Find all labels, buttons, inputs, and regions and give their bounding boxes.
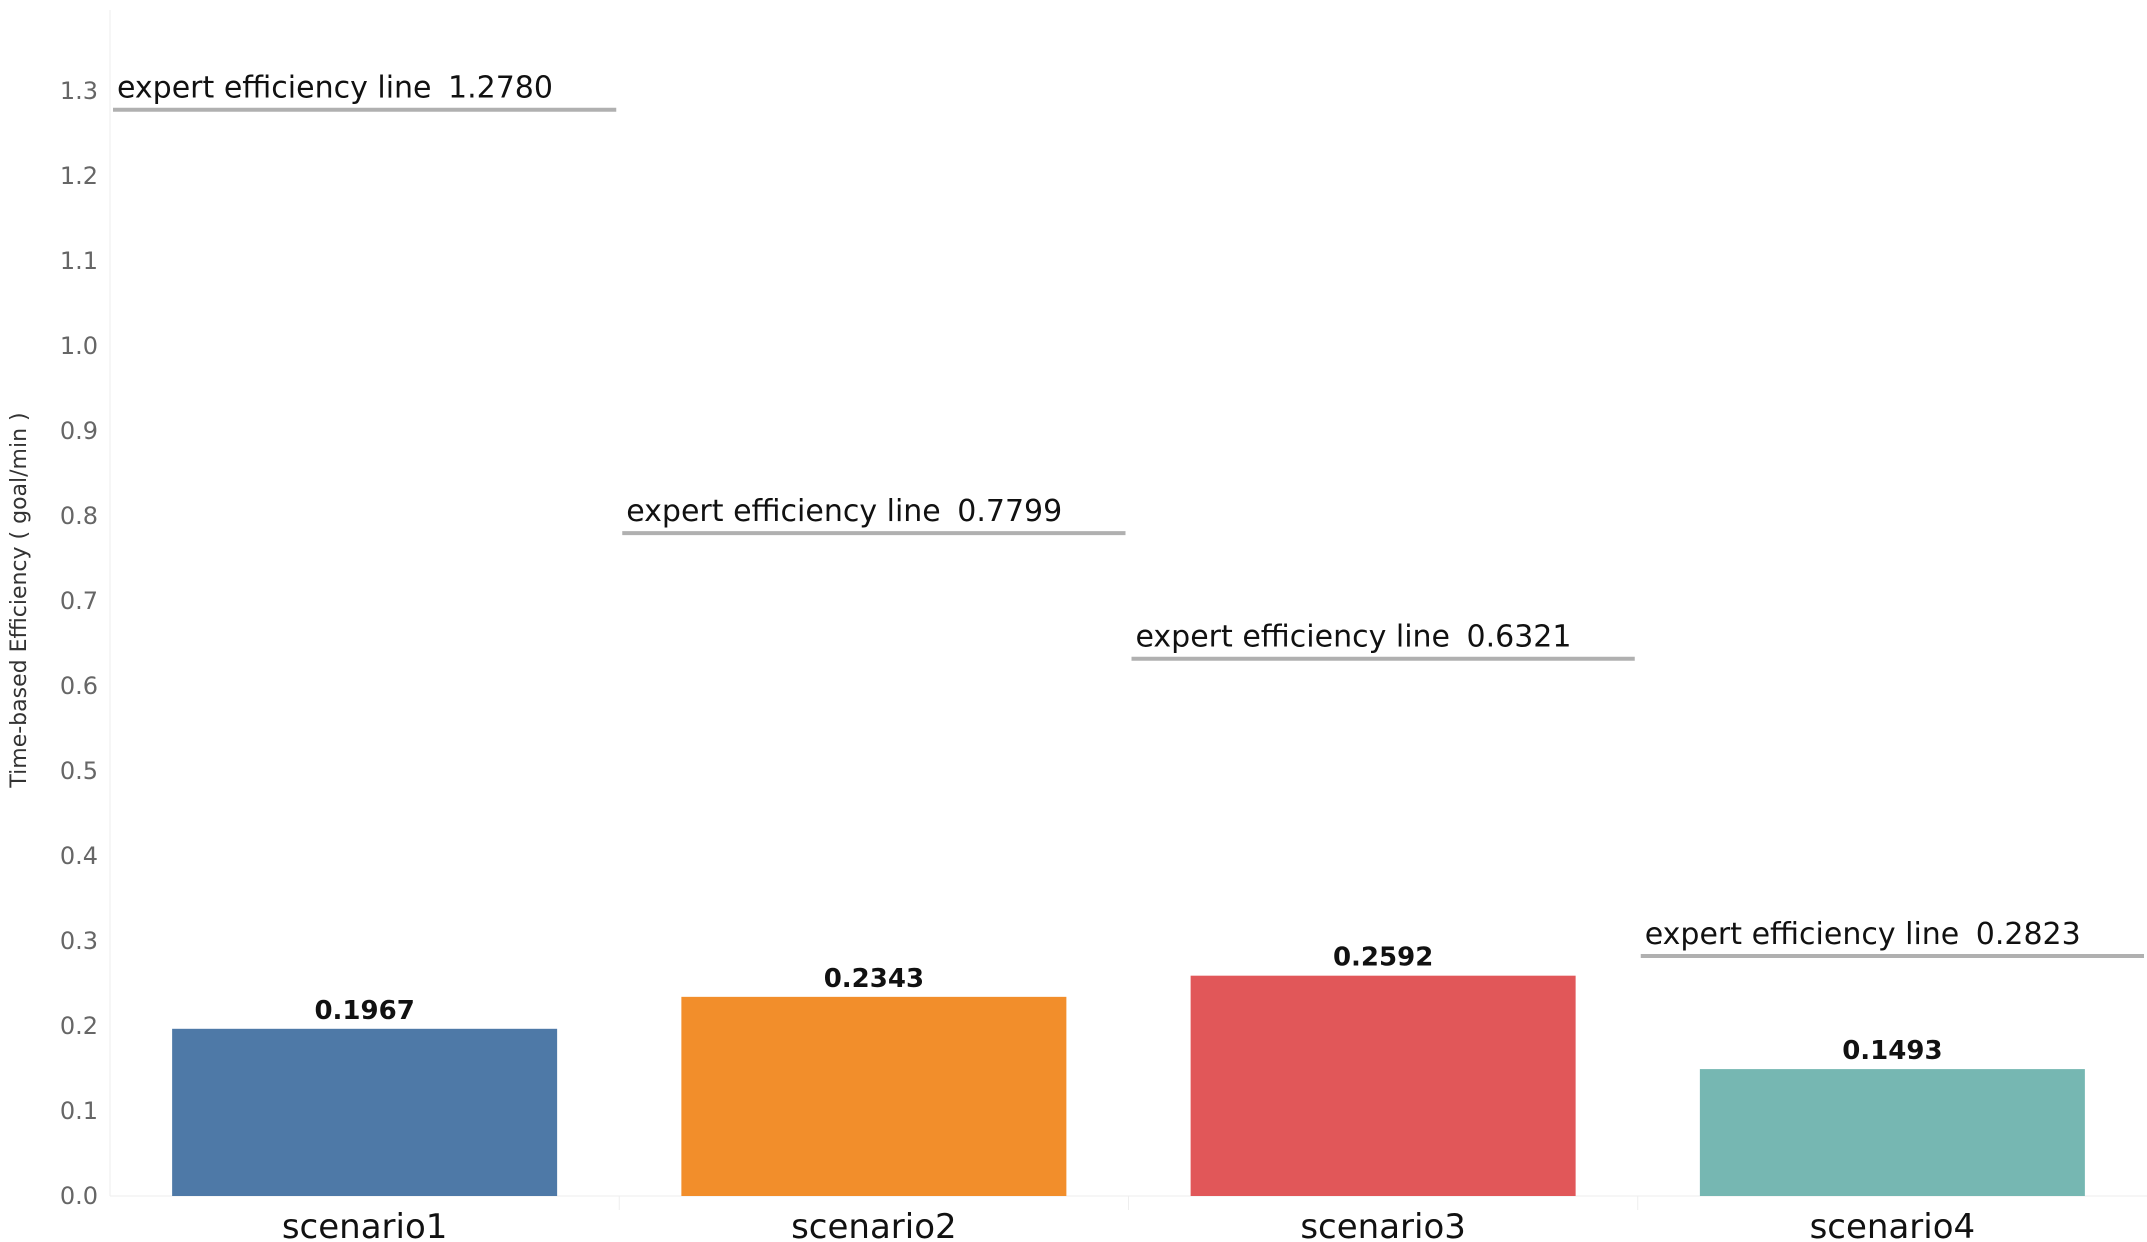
y-axis: 0.0 0.1 0.2 0.3 0.4 0.5 0.6 0.7 0.8 0.9 1.0 1.1 1.2 1… bbox=[60, 10, 111, 1210]
reference-line-label: expert efficiency line bbox=[1645, 917, 1960, 952]
y-tick-label: 0.2 bbox=[60, 1012, 98, 1040]
y-tick-label: 0.9 bbox=[60, 417, 98, 445]
bar-value-label: 0.2343 bbox=[824, 964, 924, 994]
bar-scenario3 bbox=[1190, 975, 1576, 1196]
reference-line-value: 1.2780 bbox=[448, 71, 553, 106]
y-tick-label: 0.8 bbox=[60, 502, 98, 530]
reference-line-label: expert efficiency line bbox=[626, 494, 941, 529]
bar-value-label: 0.2592 bbox=[1333, 943, 1433, 973]
bar-scenario2 bbox=[681, 996, 1067, 1196]
x-axis: scenario1 scenario2 scenario3 scenario4 bbox=[110, 1195, 2147, 1242]
bars: 0.1967 0.2343 0.2592 0.1493 bbox=[172, 943, 2085, 1196]
reference-lines: expert efficiency line 1.2780 expert effic… bbox=[113, 71, 2144, 959]
y-tick-label: 1.1 bbox=[60, 247, 98, 275]
reference-line-value: 0.2823 bbox=[1976, 917, 2081, 952]
y-tick-label: 0.1 bbox=[60, 1097, 98, 1125]
y-tick-label: 1.2 bbox=[60, 162, 98, 190]
y-tick-label: 0.0 bbox=[60, 1182, 98, 1210]
category-label: scenario1 bbox=[282, 1207, 448, 1242]
y-tick-label: 0.3 bbox=[60, 927, 98, 955]
y-tick-label: 1.0 bbox=[60, 332, 98, 360]
y-tick-label: 1.3 bbox=[60, 77, 98, 105]
reference-line-value: 0.6321 bbox=[1467, 620, 1572, 655]
y-tick-label: 0.4 bbox=[60, 842, 98, 870]
reference-line-label: expert efficiency line bbox=[1136, 620, 1451, 655]
reference-line-label: expert efficiency line bbox=[117, 71, 432, 106]
category-label: scenario3 bbox=[1300, 1207, 1466, 1242]
bar-scenario4 bbox=[1699, 1069, 2085, 1196]
y-axis-title: Time-based Efficiency ( goal/min ) bbox=[7, 412, 32, 788]
y-tick-label: 0.5 bbox=[60, 757, 98, 785]
category-label: scenario4 bbox=[1810, 1207, 1976, 1242]
bar-value-label: 0.1493 bbox=[1842, 1036, 1942, 1066]
y-tick-label: 0.6 bbox=[60, 672, 98, 700]
bar-scenario1 bbox=[172, 1028, 558, 1196]
y-tick-label: 0.7 bbox=[60, 587, 98, 615]
reference-line-value: 0.7799 bbox=[957, 494, 1062, 529]
category-label: scenario2 bbox=[791, 1207, 957, 1242]
bar-value-label: 0.1967 bbox=[314, 996, 414, 1026]
